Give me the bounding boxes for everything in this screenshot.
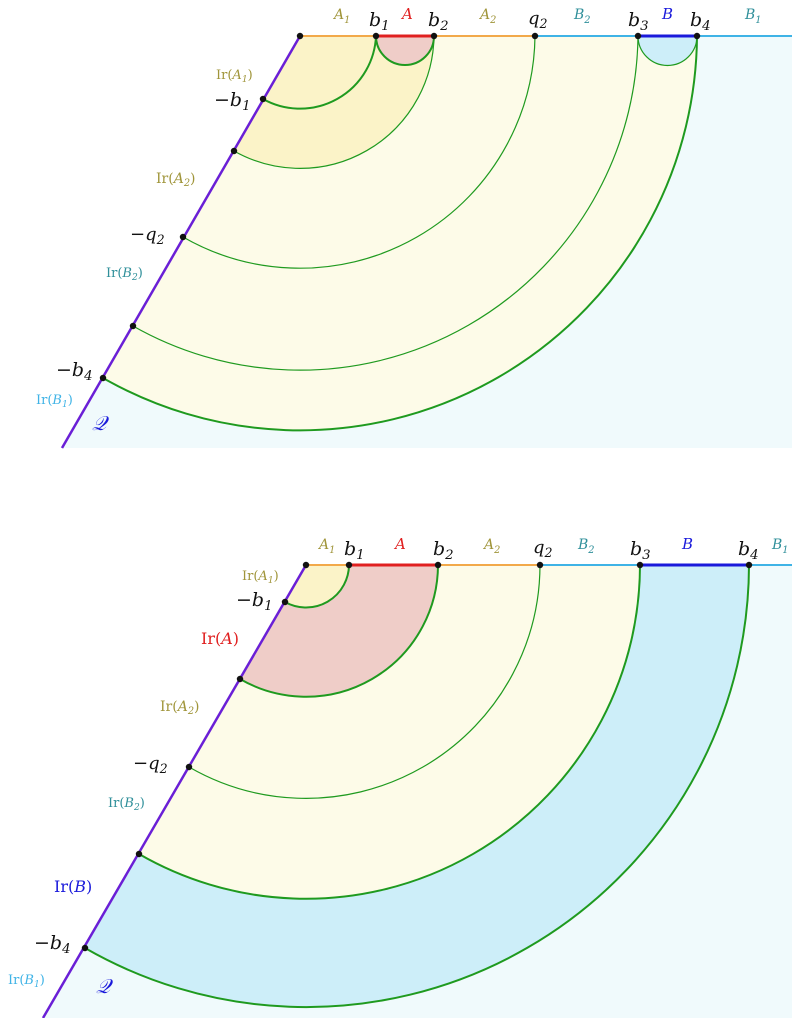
label-B-bottom: B [681,535,693,553]
label-B1: B1 [744,7,762,26]
label-b4: b4 [690,9,711,34]
point-b3-bottom [636,561,644,569]
label-neg-b4: −b4 [56,359,93,384]
point-q2-bottom [536,561,544,569]
label-ir-A2: Ir(A2) [156,171,196,189]
label-B1-bottom: B1 [771,537,789,556]
point-origin [296,32,304,40]
label-neg-b1: −b1 [214,89,251,114]
region-B-dome [638,36,697,66]
label-b3: b3 [628,9,649,34]
point-origin-bottom [302,561,310,569]
top-brane-labels: Ir(A1) −b1 Ir(A2) −q2 Ir(B2) −b4 Ir(B1) … [36,68,253,435]
point-neg-b1-bottom [281,598,289,606]
geodesic-B [637,35,698,67]
label-b1-bottom: b1 [344,538,365,563]
point-b1 [372,32,380,40]
label-neg-b4-bottom: −b4 [34,932,71,957]
point-b3 [634,32,642,40]
point-b2 [430,32,438,40]
point-neg-b3-bottom [135,850,143,858]
region-ir-A [234,36,434,169]
label-q2-bottom: q2 [533,537,553,560]
bottom-baseline-labels: A1 b1 A b2 A2 q2 B2 b3 B b4 B1 [317,535,789,563]
region-A-dome [376,36,434,65]
label-A: A [400,5,413,23]
label-B2: B2 [573,7,591,26]
point-b4 [693,32,701,40]
label-neg-q2: −q2 [130,224,165,247]
arc-b4-bottom [84,564,750,1009]
point-neg-b2 [230,147,238,155]
point-neg-b3 [129,322,137,330]
label-b3-bottom: b3 [630,538,651,563]
label-ir-B2: Ir(B2) [106,266,143,283]
arc-q2 [182,35,536,269]
label-b2: b2 [428,9,449,34]
label-ir-A2-bottom: Ir(A2) [160,699,200,717]
label-A1: A1 [332,7,350,26]
label-ir-A-bottom: Ir(A) [201,629,239,648]
point-neg-b4 [99,374,107,382]
arc-b2-bottom [239,564,439,698]
point-neg-b1 [259,95,267,103]
bottom-diagram: A1 b1 A b2 A2 q2 B2 b3 B b4 B1 Ir(A1) −b… [8,535,792,1018]
label-ir-A1-bottom: Ir(A1) [242,569,279,586]
bottom-points [81,561,753,952]
arc-b3-bottom [138,564,641,900]
brane-Q-bottom [41,564,308,1018]
label-A-bottom: A [393,535,406,553]
point-neg-b4-bottom [81,944,89,952]
label-Q: 𝒬 [92,411,110,435]
label-b4-bottom: b4 [738,538,759,563]
point-b1-bottom [345,561,353,569]
arc-b2 [233,35,435,169]
bottom-brane-labels: Ir(A1) −b1 Ir(A) Ir(A2) −q2 Ir(B2) Ir(B)… [8,569,279,998]
label-ir-B2-bottom: Ir(B2) [108,796,145,813]
geodesic-A [375,35,435,66]
label-A2: A2 [478,7,496,26]
point-neg-b2-bottom [236,675,244,683]
point-q2 [531,32,539,40]
label-ir-A1: Ir(A1) [216,68,253,85]
label-ir-B1-bottom: Ir(B1) [8,973,45,990]
label-b2-bottom: b2 [433,538,454,563]
label-neg-b1-bottom: −b1 [236,589,273,614]
point-b2-bottom [434,561,442,569]
arc-q2-bottom [188,564,541,799]
arc-b3 [132,35,639,371]
label-ir-B1: Ir(B1) [36,393,73,410]
top-baseline-labels: A1 b1 A b2 A2 q2 B2 b3 B b4 B1 [332,5,762,34]
top-points [99,32,701,382]
label-ir-B-bottom: Ir(B) [54,877,92,896]
label-q2: q2 [528,8,548,31]
label-Q-bottom: 𝒬 [96,974,114,998]
label-A1-bottom: A1 [317,537,335,556]
arc-b1 [262,35,377,110]
label-A2-bottom: A2 [482,537,500,556]
point-neg-q2-bottom [185,763,193,771]
top-diagram: A1 b1 A b2 A2 q2 B2 b3 B b4 B1 Ir(A1) −b… [36,5,792,449]
label-B: B [661,5,673,23]
label-b1: b1 [369,9,390,34]
arc-b4 [102,35,698,432]
point-neg-q2 [179,233,187,241]
arc-b1-bottom [284,564,350,609]
label-B2-bottom: B2 [577,537,595,556]
label-neg-q2-bottom: −q2 [133,753,168,776]
point-b4-bottom [745,561,753,569]
